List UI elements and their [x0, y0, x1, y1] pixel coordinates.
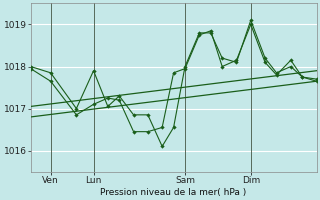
X-axis label: Pression niveau de la mer( hPa ): Pression niveau de la mer( hPa ): [100, 188, 247, 197]
